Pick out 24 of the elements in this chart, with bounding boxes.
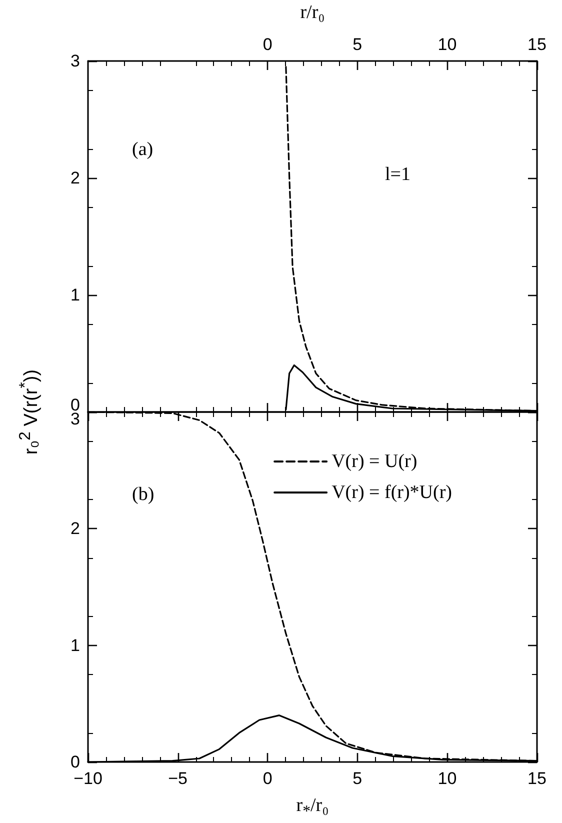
annotation: (a) <box>132 139 154 160</box>
x-tick-label: 15 <box>528 35 546 54</box>
annotation: l=1 <box>385 164 410 185</box>
y-tick-label: 0 <box>70 752 80 772</box>
x-tick-label: 0 <box>262 769 272 788</box>
annotation: (b) <box>132 484 154 505</box>
x-tick-label: 5 <box>352 769 362 788</box>
legend-label: V(r) = f(r)*U(r) <box>332 482 452 503</box>
y-tick-label: 2 <box>70 168 80 188</box>
y-tick-label: 1 <box>70 636 80 655</box>
x-tick-label: 10 <box>438 769 457 788</box>
x-axis-title: r$_{*}$/r₀ <box>296 795 329 821</box>
y-tick-label: 2 <box>70 519 80 538</box>
x-tick-label: −5 <box>168 769 188 788</box>
x-tick-label: −10 <box>74 769 102 788</box>
y-tick-label: 1 <box>70 286 80 304</box>
y-tick-label: 3 <box>70 410 80 428</box>
x-tick-label: 15 <box>528 769 546 788</box>
x-tick-label: 0 <box>262 35 272 54</box>
x-tick-label: 10 <box>438 35 457 54</box>
x-tick-label: 5 <box>352 35 362 54</box>
y-tick-label: 3 <box>70 52 80 70</box>
x-axis-title: r/r₀ <box>300 2 325 24</box>
legend-label: V(r) = U(r) <box>332 451 418 472</box>
